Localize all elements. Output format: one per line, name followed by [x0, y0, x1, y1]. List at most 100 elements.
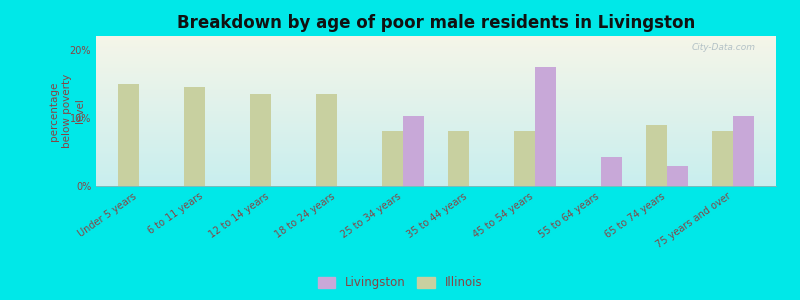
Bar: [96, 102, 776, 103]
Bar: [96, 49, 776, 50]
Bar: [96, 176, 776, 177]
Bar: [96, 185, 776, 186]
Bar: [96, 118, 776, 119]
Bar: [96, 126, 776, 127]
Y-axis label: percentage
below poverty
level: percentage below poverty level: [49, 74, 85, 148]
Bar: [96, 87, 776, 88]
Bar: [96, 99, 776, 100]
Bar: [96, 80, 776, 81]
Bar: [96, 183, 776, 184]
Bar: [96, 51, 776, 52]
Bar: [96, 147, 776, 148]
Bar: [96, 151, 776, 152]
Bar: [96, 106, 776, 107]
Bar: [712, 131, 733, 186]
Bar: [96, 36, 776, 37]
Bar: [96, 46, 776, 47]
Bar: [96, 41, 776, 42]
Bar: [96, 142, 776, 143]
Bar: [96, 123, 776, 124]
Bar: [96, 89, 776, 90]
Bar: [96, 154, 776, 155]
Bar: [184, 87, 205, 186]
Bar: [96, 153, 776, 154]
Bar: [96, 76, 776, 77]
Bar: [96, 64, 776, 65]
Legend: Livingston, Illinois: Livingston, Illinois: [313, 272, 487, 294]
Bar: [96, 108, 776, 109]
Bar: [96, 177, 776, 178]
Bar: [96, 121, 776, 122]
Bar: [96, 81, 776, 82]
Bar: [96, 77, 776, 78]
Bar: [96, 160, 776, 161]
Bar: [96, 104, 776, 105]
Bar: [96, 88, 776, 89]
Bar: [96, 172, 776, 173]
Bar: [96, 71, 776, 72]
Bar: [96, 117, 776, 118]
Bar: [96, 65, 776, 66]
Bar: [96, 50, 776, 51]
Bar: [96, 144, 776, 145]
Bar: [96, 75, 776, 76]
Bar: [96, 37, 776, 38]
Bar: [733, 116, 754, 186]
Bar: [96, 42, 776, 43]
Bar: [96, 63, 776, 64]
Bar: [96, 60, 776, 61]
Bar: [96, 155, 776, 156]
Bar: [96, 84, 776, 85]
Bar: [96, 136, 776, 137]
Bar: [96, 59, 776, 60]
Bar: [96, 182, 776, 183]
Bar: [96, 137, 776, 138]
Bar: [96, 143, 776, 144]
Bar: [96, 133, 776, 134]
Bar: [96, 58, 776, 59]
Bar: [535, 67, 556, 186]
Bar: [96, 45, 776, 46]
Bar: [96, 54, 776, 55]
Bar: [96, 57, 776, 58]
Bar: [601, 158, 622, 186]
Bar: [96, 66, 776, 67]
Bar: [96, 47, 776, 48]
Bar: [96, 72, 776, 73]
Bar: [96, 134, 776, 135]
Bar: [96, 67, 776, 68]
Bar: [96, 68, 776, 69]
Bar: [96, 100, 776, 101]
Bar: [96, 53, 776, 54]
Bar: [96, 140, 776, 141]
Bar: [96, 38, 776, 39]
Bar: [96, 157, 776, 158]
Bar: [96, 130, 776, 131]
Bar: [96, 52, 776, 53]
Bar: [96, 180, 776, 181]
Bar: [96, 156, 776, 157]
Bar: [316, 94, 337, 186]
Bar: [96, 181, 776, 182]
Bar: [96, 90, 776, 91]
Bar: [96, 178, 776, 179]
Bar: [96, 62, 776, 63]
Bar: [96, 122, 776, 123]
Bar: [96, 150, 776, 151]
Bar: [96, 124, 776, 125]
Bar: [96, 125, 776, 126]
Bar: [96, 166, 776, 167]
Bar: [96, 70, 776, 71]
Bar: [96, 167, 776, 168]
Bar: [96, 179, 776, 180]
Bar: [96, 82, 776, 83]
Bar: [96, 114, 776, 115]
Bar: [96, 78, 776, 79]
Bar: [96, 113, 776, 114]
Bar: [96, 55, 776, 56]
Title: Breakdown by age of poor male residents in Livingston: Breakdown by age of poor male residents …: [177, 14, 695, 32]
Bar: [96, 43, 776, 44]
Bar: [96, 170, 776, 171]
Bar: [96, 48, 776, 49]
Bar: [96, 141, 776, 142]
